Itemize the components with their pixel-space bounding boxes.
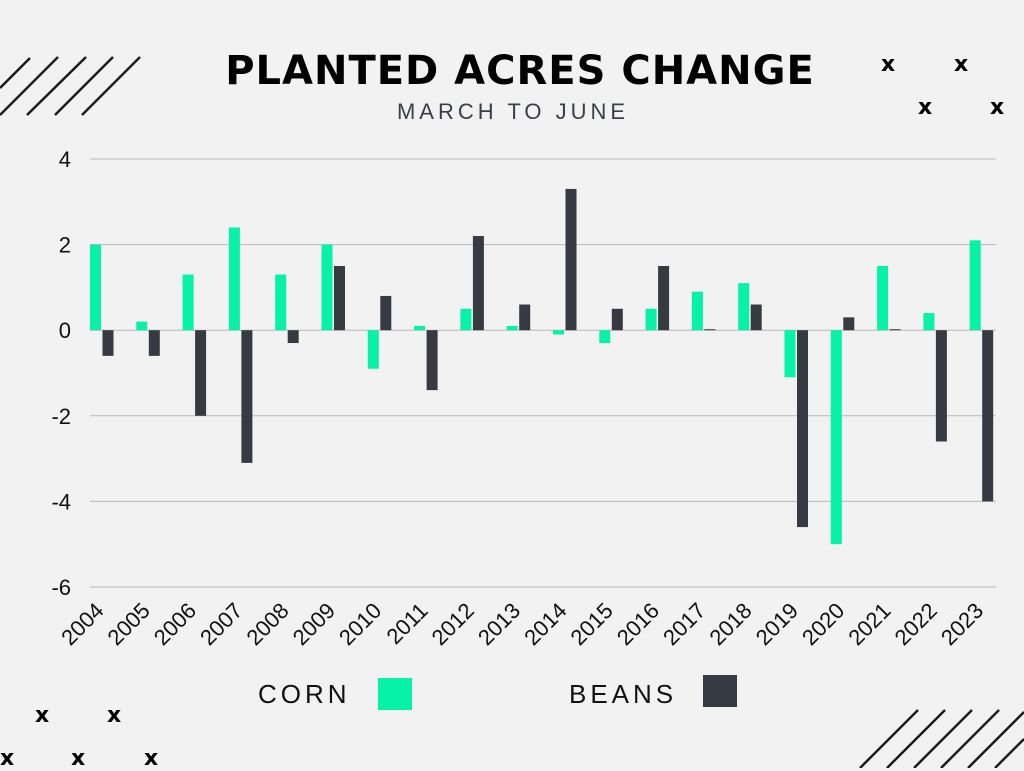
bar-corn-2013: [506, 325, 518, 331]
x-tick-label: 2004: [56, 598, 108, 650]
bar-corn-2007: [228, 227, 240, 331]
x-axis-tick-labels: 2004200520062007200820092010201120122013…: [56, 598, 988, 650]
legend-label-beans: BEANS: [569, 679, 678, 709]
bar-beans-2020: [843, 317, 855, 331]
x-tick-label: 2019: [751, 598, 803, 650]
decor-x-mark: x: [71, 746, 86, 771]
bar-corn-2022: [923, 313, 935, 331]
bar-corn-2011: [414, 325, 426, 331]
bar-corn-2021: [877, 266, 889, 331]
x-tick-label: 2020: [797, 598, 849, 650]
bar-corn-2009: [321, 244, 333, 331]
hatch-bottom-right: [859, 709, 1024, 768]
chart-title: PLANTED ACRES CHANGE: [225, 48, 815, 94]
bar-beans-2008: [287, 330, 299, 344]
decor-x-mark: x: [990, 95, 1005, 120]
bar-corn-2018: [738, 283, 750, 331]
decor-x-mark: x: [881, 52, 896, 77]
x-tick-label: 2022: [890, 598, 942, 650]
grid-lines: [90, 158, 996, 588]
x-tick-label: 2008: [241, 598, 293, 650]
decor-x-mark: x: [918, 95, 933, 120]
decor-x-mark: x: [144, 746, 159, 771]
x-tick-label: 2007: [195, 598, 247, 650]
x-tick-label: 2005: [103, 598, 155, 650]
x-tick-label: 2009: [288, 598, 340, 650]
bar-beans-2021: [889, 329, 901, 331]
y-tick-label: 2: [59, 233, 71, 258]
legend-label-corn: CORN: [258, 679, 351, 709]
bar-beans-2006: [195, 330, 207, 416]
decor-x-mark: x: [954, 52, 969, 77]
y-tick-label: -6: [51, 575, 71, 600]
bar-beans-2012: [472, 236, 484, 331]
bar-corn-2017: [691, 291, 703, 331]
x-tick-label: 2014: [519, 598, 571, 650]
bar-beans-2011: [426, 330, 438, 391]
bar-corn-2010: [367, 330, 379, 369]
x-tick-label: 2017: [658, 598, 710, 650]
y-tick-label: -2: [51, 404, 71, 429]
bar-corn-2008: [275, 274, 287, 331]
legend-swatch-beans: [703, 675, 737, 707]
chart-subtitle: MARCH TO JUNE: [396, 99, 630, 124]
bar-corn-2023: [969, 240, 981, 331]
bar-corn-2005: [136, 321, 148, 331]
bar-corn-2019: [784, 330, 796, 378]
y-tick-label: 0: [59, 318, 71, 343]
bar-beans-2014: [565, 188, 577, 331]
x-tick-label: 2006: [149, 598, 201, 650]
x-tick-label: 2011: [382, 598, 433, 649]
bar-beans-2015: [611, 308, 623, 331]
bar-beans-2009: [334, 266, 345, 331]
x-tick-label: 2023: [936, 598, 988, 650]
decor-x-mark: x: [35, 703, 50, 728]
y-axis-tick-labels: 4 2 0 -2 -4 -6: [51, 147, 71, 600]
x-tick-label: 2018: [704, 598, 756, 650]
decor-x-mark: x: [0, 746, 15, 771]
bars: [90, 188, 994, 545]
bar-corn-2020: [830, 330, 842, 545]
x-tick-label: 2012: [427, 598, 479, 650]
bar-corn-2006: [182, 274, 194, 331]
bar-beans-2018: [750, 304, 762, 331]
legend-swatch-corn: [378, 678, 412, 710]
y-tick-label: -4: [51, 489, 71, 514]
bar-beans-2023: [982, 330, 994, 502]
bar-beans-2007: [241, 330, 253, 463]
x-tick-label: 2013: [473, 598, 525, 650]
bar-corn-2015: [599, 330, 611, 344]
x-tick-label: 2010: [334, 598, 386, 650]
bar-beans-2016: [658, 266, 670, 331]
x-tick-label: 2016: [612, 598, 664, 650]
bar-beans-2019: [797, 330, 808, 528]
bar-beans-2017: [704, 329, 716, 331]
bar-corn-2014: [553, 330, 564, 335]
bar-beans-2010: [380, 295, 392, 331]
bar-beans-2005: [148, 330, 160, 356]
hatch-top-left: [0, 56, 141, 116]
decor-x-mark: x: [107, 703, 122, 728]
bar-beans-2004: [102, 330, 114, 356]
x-tick-label: 2021: [843, 598, 895, 650]
y-tick-label: 4: [59, 147, 71, 172]
bar-corn-2016: [645, 308, 657, 331]
x-tick-label: 2015: [566, 598, 618, 650]
bar-beans-2022: [935, 330, 947, 442]
bar-corn-2012: [460, 308, 472, 331]
bar-beans-2013: [519, 304, 531, 331]
bar-corn-2004: [90, 244, 101, 331]
